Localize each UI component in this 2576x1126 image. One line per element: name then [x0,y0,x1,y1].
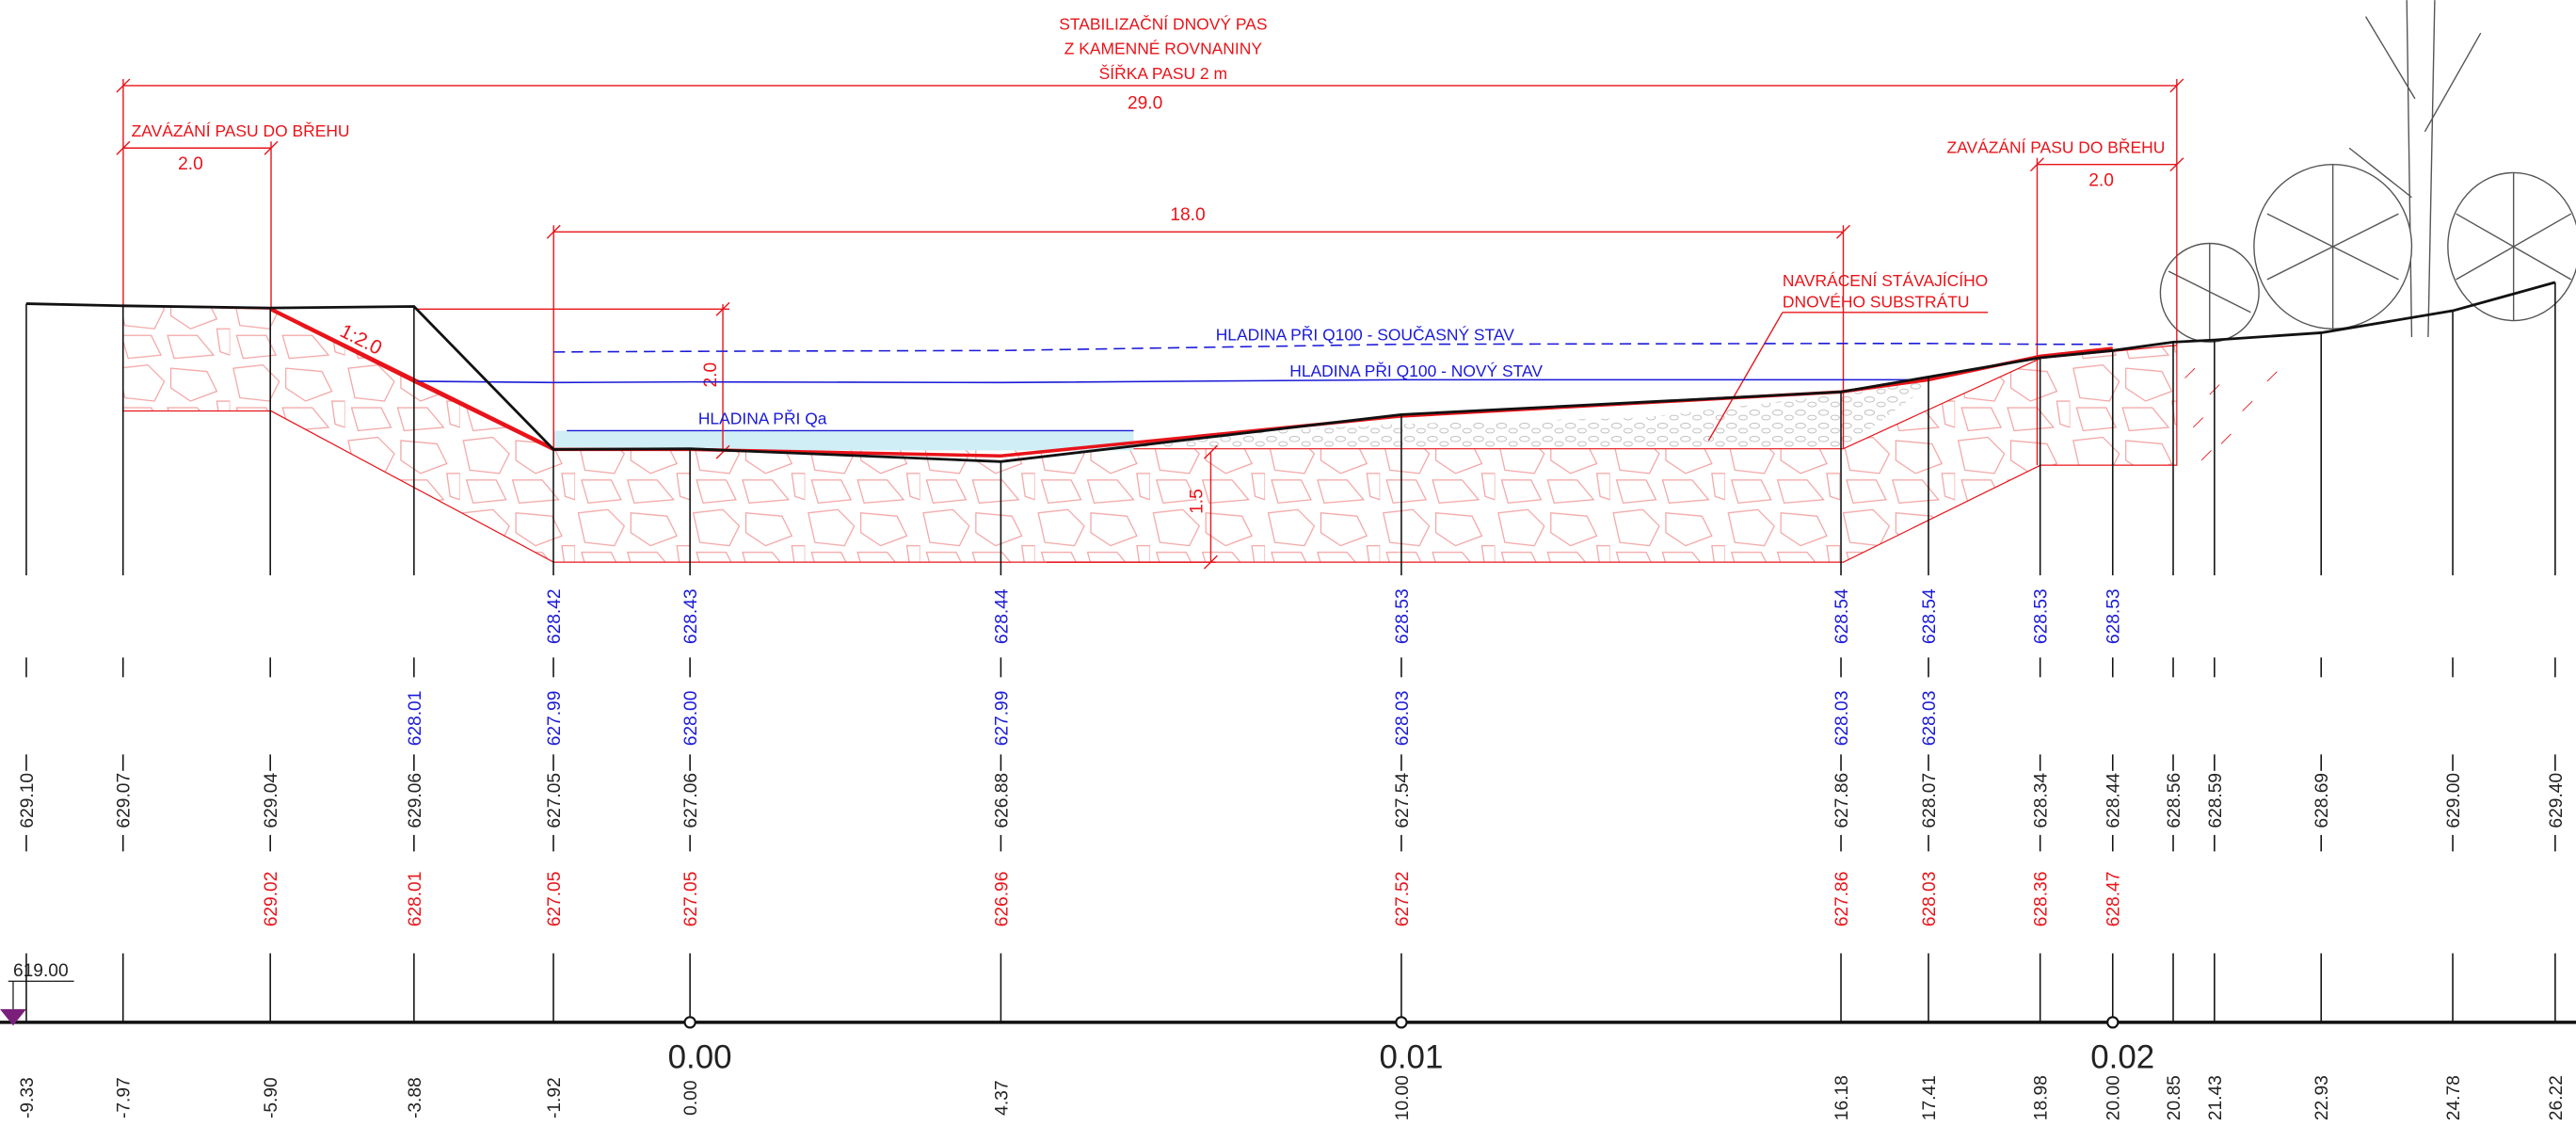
q100-new-label: HLADINA PŘI Q100 - NOVÝ STAV [1289,362,1543,380]
note-right-tie: ZAVÁZÁNÍ PASU DO BŘEHU [1946,137,2165,156]
offset-label: 20.85 [2165,1075,2184,1120]
dim-right-tie: 2.0 [2088,170,2114,190]
offset-label: -5.90 [262,1077,281,1118]
title-line: ŠÍŘKA PASU 2 m [1099,63,1227,83]
dim-bottom: 18.0 [1170,205,1205,225]
elevation-terrain: 629.04 [262,773,281,828]
elevation-design: 627.05 [545,872,565,927]
elevation-terrain: 627.05 [545,773,565,828]
offset-label: 26.22 [2547,1075,2567,1120]
offset-label: 24.78 [2444,1075,2464,1120]
elevation-terrain: 628.56 [2165,773,2184,828]
elevation-water-current: 628.54 [1832,588,1852,644]
elevation-water-new: 628.03 [1393,691,1413,747]
offset-label: 21.43 [2206,1075,2226,1120]
q100-current-line [553,343,2113,353]
offset-label: 10.00 [1393,1075,1413,1120]
elevation-terrain: 629.00 [2444,773,2464,828]
dim-bank-depth: 2.0 [701,362,721,388]
elevation-terrain: 629.06 [406,773,425,828]
elevation-terrain: 627.06 [681,773,701,828]
elevation-water-current: 628.54 [1920,588,1940,644]
elevation-design: 627.52 [1393,872,1413,927]
qa-label: HLADINA PŘI Qa [698,410,827,428]
datum-underline [8,980,74,1009]
qa-water [553,430,1134,451]
elevation-terrain: 628.34 [2032,773,2052,828]
elevation-terrain: 628.44 [2104,773,2124,828]
elevation-water-new: 628.00 [681,691,701,747]
note-left-tie: ZAVÁZÁNÍ PASU DO BŘEHU [132,121,350,140]
offset-label: 4.37 [992,1080,1012,1115]
elevation-water-new: 628.03 [1832,691,1852,747]
offset-label: -3.88 [406,1077,425,1118]
elevation-terrain: 628.59 [2206,773,2226,828]
elevation-water-current: 628.44 [992,588,1012,644]
elevation-water-current: 628.53 [1393,588,1413,644]
q100-new-line [413,378,1929,384]
datum-label: 619.00 [13,961,69,981]
dim-left-tie: 2.0 [178,154,203,174]
chainage-label: 0.01 [1379,1039,1443,1076]
offset-label: 17.41 [1920,1075,1940,1120]
elevation-design: 627.05 [681,872,701,927]
note-substrate: NAVRÁCENÍ STÁVAJÍCÍHO [1783,271,1988,290]
elevation-water-new: 627.99 [545,691,565,747]
elevation-terrain: 629.10 [18,773,38,828]
offset-label: 22.93 [2312,1075,2332,1120]
sill [122,305,2178,563]
offset-label: 16.18 [1832,1075,1852,1120]
q100-current-label: HLADINA PŘI Q100 - SOUČASNÝ STAV [1216,324,1515,344]
hatch [2184,367,2278,461]
note-substrate: DNOVÉHO SUBSTRÁTU [1783,293,1970,312]
elevation-design: 628.47 [2104,872,2124,927]
elevation-terrain: 628.69 [2312,773,2332,828]
elevation-design: 628.01 [406,872,425,927]
elevation-design: 628.36 [2032,872,2052,927]
chainage-label: 0.02 [2090,1039,2154,1076]
elevation-terrain: 628.07 [1920,773,1940,828]
elevation-water-new: 627.99 [992,691,1012,747]
elevation-water-current: 628.43 [681,588,701,644]
chainage-marker [683,1016,696,1029]
title-line: STABILIZAČNÍ DNOVÝ PAS [1059,14,1267,34]
elevation-water-current: 628.53 [2032,588,2052,644]
offset-label: -1.92 [545,1077,565,1118]
elevation-water-current: 628.53 [2104,588,2124,644]
dim-total: 29.0 [1128,93,1162,113]
offset-label: 0.00 [681,1080,701,1115]
elevation-design: 627.86 [1832,872,1852,927]
chainage-marker [2106,1016,2120,1029]
title-line: Z KAMENNÉ ROVNANINY [1064,40,1263,58]
dimension-lines [116,78,2184,570]
elevation-water-new: 628.03 [1920,691,1940,747]
elevation-terrain: 629.40 [2547,773,2567,828]
datum-marker [0,1008,26,1026]
offset-label: -9.33 [18,1077,38,1118]
elevation-terrain: 627.54 [1393,773,1413,828]
offset-label: -7.97 [115,1077,135,1118]
elevation-terrain: 629.07 [115,773,135,828]
offset-label: 20.00 [2104,1075,2124,1120]
elevation-design: 626.96 [992,872,1012,927]
substrate [1051,378,1939,449]
elevation-terrain: 626.88 [992,773,1012,828]
elevation-design: 628.03 [1920,872,1940,927]
elevation-design: 629.02 [262,872,281,927]
trees [2159,0,2576,343]
elevation-water-new: 628.01 [406,691,425,747]
offset-label: 18.98 [2032,1075,2052,1120]
chainage-label: 0.00 [668,1039,732,1076]
dim-sill-depth: 1.5 [1188,489,1208,514]
elevation-water-current: 628.42 [545,588,565,644]
elevation-terrain: 627.86 [1832,773,1852,828]
chainage-marker [1395,1016,1408,1029]
